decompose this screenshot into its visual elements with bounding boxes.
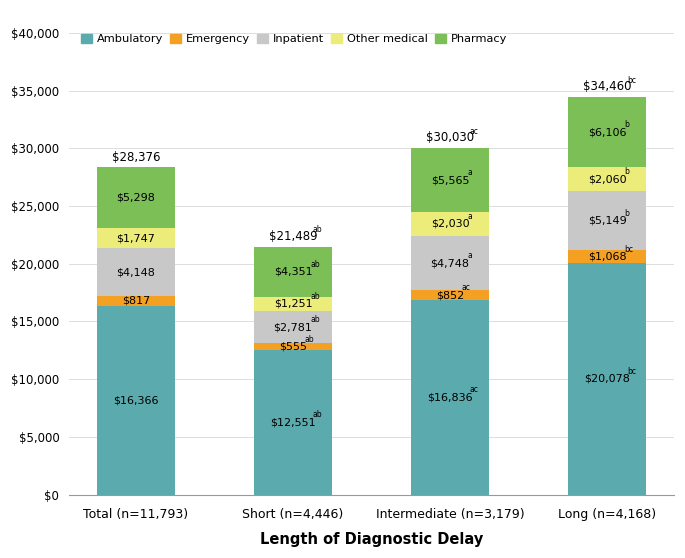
Text: a: a (467, 251, 472, 260)
Text: $817: $817 (122, 296, 150, 306)
Text: $5,298: $5,298 (116, 193, 155, 203)
Text: $5,149: $5,149 (588, 216, 627, 226)
Text: $34,460: $34,460 (583, 80, 632, 93)
Bar (253, 297, 332, 311)
Bar (97, 306, 175, 494)
Text: ab: ab (310, 292, 320, 301)
Text: $2,781: $2,781 (273, 323, 312, 332)
Text: ab: ab (313, 410, 323, 419)
Text: $16,836: $16,836 (427, 392, 473, 402)
Text: b: b (624, 167, 630, 176)
Text: bc: bc (627, 367, 636, 376)
Text: $4,148: $4,148 (116, 267, 155, 277)
Bar (411, 290, 489, 300)
Text: $16,366: $16,366 (113, 395, 159, 405)
Text: bc: bc (624, 244, 634, 254)
Bar (568, 263, 647, 494)
Text: a: a (467, 168, 472, 177)
Text: $1,068: $1,068 (588, 252, 627, 262)
Bar (253, 343, 332, 350)
Text: ac: ac (462, 283, 471, 292)
Text: ab: ab (310, 315, 320, 324)
Text: $555: $555 (279, 341, 307, 352)
Bar (568, 167, 647, 191)
Text: $30,030: $30,030 (426, 132, 474, 145)
Bar (97, 248, 175, 296)
Legend: Ambulatory, Emergency, Inpatient, Other medical, Pharmacy: Ambulatory, Emergency, Inpatient, Other … (81, 34, 507, 45)
Text: $2,030: $2,030 (431, 219, 469, 229)
Bar (253, 311, 332, 343)
Bar (411, 300, 489, 494)
Text: $20,078: $20,078 (584, 374, 630, 384)
Bar (568, 97, 647, 167)
Text: $28,376: $28,376 (112, 151, 160, 163)
Bar (97, 167, 175, 228)
Text: b: b (624, 120, 630, 129)
Text: $1,251: $1,251 (273, 299, 312, 309)
Text: bc: bc (627, 76, 636, 85)
Text: ac: ac (470, 127, 479, 136)
Text: $4,748: $4,748 (431, 258, 469, 268)
Text: ab: ab (310, 259, 320, 268)
Text: $6,106: $6,106 (588, 127, 626, 137)
Text: ac: ac (470, 386, 479, 395)
Text: $5,565: $5,565 (431, 175, 469, 185)
Text: $4,351: $4,351 (273, 267, 312, 277)
Bar (411, 148, 489, 212)
Text: $12,551: $12,551 (270, 417, 316, 427)
Text: $852: $852 (436, 290, 464, 300)
Text: $2,060: $2,060 (588, 174, 627, 184)
Bar (97, 228, 175, 248)
Bar (568, 251, 647, 263)
Text: a: a (467, 212, 472, 221)
Bar (411, 235, 489, 290)
Bar (568, 191, 647, 251)
X-axis label: Length of Diagnostic Delay: Length of Diagnostic Delay (260, 532, 483, 547)
Bar (97, 296, 175, 306)
Bar (411, 212, 489, 235)
Text: $1,747: $1,747 (116, 233, 155, 243)
Text: b: b (624, 209, 630, 218)
Text: ab: ab (313, 225, 323, 234)
Text: $21,489: $21,489 (269, 230, 317, 243)
Text: ab: ab (305, 334, 314, 344)
Bar (253, 350, 332, 494)
Bar (253, 247, 332, 297)
